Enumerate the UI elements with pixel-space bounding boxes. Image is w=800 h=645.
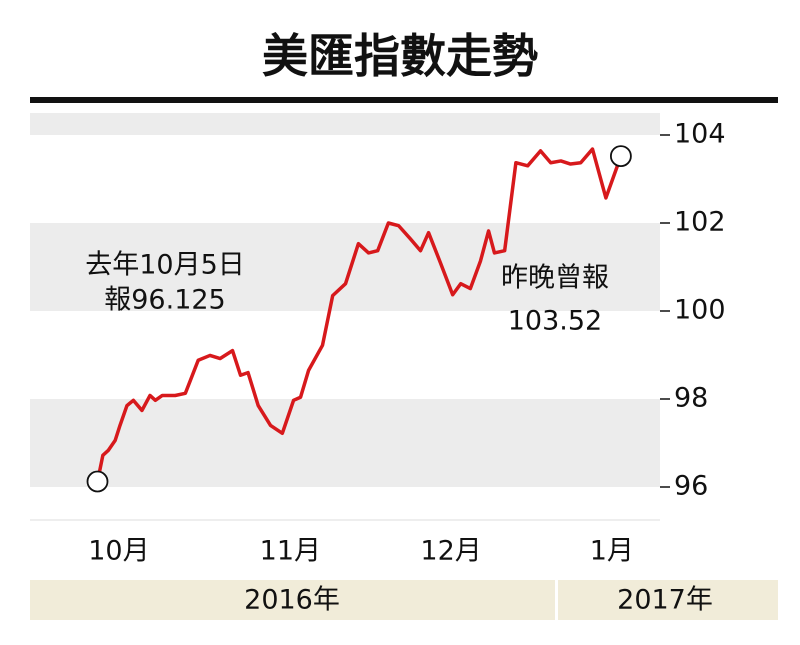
- annotation: 去年10月5日: [85, 250, 245, 281]
- chart-title: 美匯指數走勢: [262, 29, 538, 83]
- year-band: [30, 580, 555, 620]
- y-tick-label: 100: [674, 295, 726, 326]
- title-rule: [30, 97, 778, 103]
- year-label: 2016年: [244, 585, 340, 616]
- annotation: 103.52: [508, 306, 602, 337]
- background-band: [30, 399, 660, 487]
- year-label: 2017年: [617, 585, 713, 616]
- x-tick-label: 12月: [420, 536, 481, 567]
- annotation: 報96.125: [104, 285, 225, 316]
- x-tick-label: 11月: [260, 536, 321, 567]
- data-line: [95, 147, 623, 482]
- background-band: [30, 223, 660, 311]
- background-band: [30, 113, 660, 135]
- y-tick-label: 104: [674, 119, 726, 150]
- year-band: [558, 580, 778, 620]
- y-tick-label: 98: [674, 383, 708, 414]
- x-tick-label: 1月: [590, 536, 634, 567]
- x-tick-label: 10月: [88, 536, 149, 567]
- y-tick-label: 102: [674, 207, 726, 238]
- annotation: 昨晚曾報: [501, 263, 609, 294]
- y-tick-label: 96: [674, 471, 708, 502]
- end-marker: [86, 470, 109, 493]
- end-marker: [609, 145, 632, 168]
